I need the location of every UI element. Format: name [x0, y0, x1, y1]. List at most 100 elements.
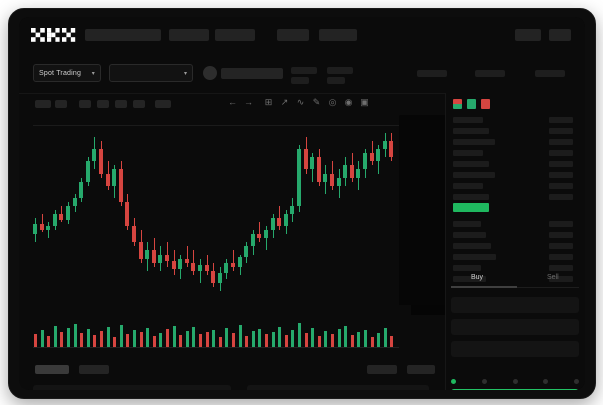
wave-icon[interactable]: ∿: [296, 97, 305, 107]
orderbook-bid-row[interactable]: [453, 232, 486, 238]
timeframe-option-4[interactable]: [97, 100, 109, 108]
volume-bar: [225, 328, 229, 348]
order-price-input[interactable]: [451, 297, 579, 313]
timeframe-option-6[interactable]: [133, 100, 145, 108]
order-total-input[interactable]: [451, 341, 579, 357]
timeframe-option-3[interactable]: [79, 100, 91, 108]
brush-icon[interactable]: ✎: [312, 97, 321, 107]
candle-body: [316, 157, 321, 182]
orderbook-bid-row[interactable]: [453, 254, 496, 260]
orderbook-view-toggle[interactable]: [453, 99, 490, 109]
orderbook-bids-icon[interactable]: [467, 99, 476, 109]
nav-item-2[interactable]: [169, 29, 209, 41]
nav-right-2[interactable]: [549, 29, 571, 41]
candle-wick: [41, 214, 43, 233]
volume-bar: [146, 328, 150, 348]
candle-body: [277, 218, 282, 227]
volume-bar: [390, 336, 394, 348]
cursor-icon[interactable]: ⊞: [264, 97, 273, 107]
candle-wick: [233, 250, 234, 271]
volume-bar: [284, 335, 288, 348]
chart-bottom-tab-2[interactable]: [79, 365, 109, 374]
orderbook-ask-row[interactable]: [453, 183, 483, 189]
orderbook-ask-total: [549, 183, 573, 189]
timeframe-option-1[interactable]: [35, 100, 51, 108]
candle-body: [283, 214, 288, 227]
candle-body: [297, 149, 301, 206]
chart-bottom-tab-active[interactable]: [35, 365, 69, 374]
volume-bar: [364, 330, 367, 348]
orderbook-ask-row[interactable]: [453, 117, 483, 123]
timeframe-option-5[interactable]: [115, 100, 127, 108]
orderbook-ask-total: [549, 150, 573, 156]
orderbook-bid-row[interactable]: [453, 276, 486, 282]
orderbook-bid-row[interactable]: [453, 221, 481, 227]
orderbook-bid-row[interactable]: [453, 243, 491, 249]
slider-dot-2[interactable]: [512, 378, 518, 384]
orderbook-bid-row[interactable]: [453, 265, 481, 271]
volume-bar: [324, 331, 328, 348]
trade-history-panel[interactable]: [247, 385, 429, 390]
tab-buy[interactable]: Buy: [471, 274, 484, 281]
orderbook-ask-row[interactable]: [453, 139, 495, 145]
volume-bar: [185, 331, 189, 348]
orderbook-bid-total: [549, 221, 573, 227]
pair-search-select[interactable]: ▾: [109, 64, 193, 82]
candle-body: [349, 165, 354, 178]
volume-bar: [93, 335, 97, 348]
chart-bottom-tab-3[interactable]: [367, 365, 397, 374]
slider-dot-1[interactable]: [481, 378, 487, 384]
volume-bar: [317, 336, 321, 348]
volume-bar: [80, 333, 84, 348]
magnet-icon[interactable]: ◎: [328, 97, 337, 107]
nav-right-1[interactable]: [515, 29, 541, 41]
orderbook-ask-row[interactable]: [453, 194, 489, 200]
nav-item-4[interactable]: [277, 29, 309, 41]
lock-icon[interactable]: ▣: [360, 97, 369, 107]
nav-item-3[interactable]: [215, 29, 255, 41]
slider-dot-4[interactable]: [574, 378, 579, 384]
orderbook-ask-total: [549, 128, 573, 134]
indicator-button[interactable]: [155, 100, 171, 108]
nav-item-1[interactable]: [85, 29, 161, 41]
candle-body: [198, 264, 202, 271]
order-amount-input[interactable]: [451, 319, 579, 335]
candle-body: [231, 262, 235, 267]
slider-dot-0[interactable]: [451, 378, 456, 384]
volume-bar: [106, 327, 110, 348]
orderbook-both-icon[interactable]: [453, 99, 462, 109]
candle-body: [244, 246, 249, 257]
orderbook-ask-row[interactable]: [453, 172, 495, 178]
candle-body: [145, 250, 150, 259]
price-chart[interactable]: [19, 115, 429, 315]
orderbook-ask-total: [549, 172, 573, 178]
candle-body: [59, 214, 64, 221]
nav-item-5[interactable]: [319, 29, 357, 41]
orderbook-ask-total: [549, 139, 573, 145]
orderbook-asks-icon[interactable]: [481, 99, 490, 109]
redo-icon[interactable]: →: [244, 97, 253, 107]
stat-price-caption: [291, 77, 309, 84]
candle-body: [99, 149, 103, 174]
eye-icon[interactable]: ◉: [344, 97, 353, 107]
submit-order-button[interactable]: [451, 389, 579, 390]
orderbook-bid-total: [549, 232, 573, 238]
amount-slider[interactable]: [451, 377, 579, 385]
stat-price-value: [291, 67, 317, 74]
tab-sell[interactable]: Sell: [547, 274, 559, 281]
candle-body: [92, 149, 97, 162]
timeframe-option-2[interactable]: [55, 100, 67, 108]
volume-bar: [152, 336, 156, 348]
slider-dot-3[interactable]: [543, 378, 549, 384]
open-orders-panel[interactable]: [33, 385, 231, 390]
market-type-select[interactable]: Spot Trading ▾: [33, 64, 101, 82]
orderbook-ask-row[interactable]: [453, 150, 483, 156]
trendline-icon[interactable]: ↗: [280, 97, 289, 107]
orderbook-ask-row[interactable]: [453, 161, 489, 167]
order-form-active-indicator: [451, 286, 517, 288]
orderbook-ask-row[interactable]: [453, 128, 489, 134]
chart-bottom-tab-4[interactable]: [407, 365, 435, 374]
undo-icon[interactable]: ←: [228, 97, 237, 107]
orderbook-bid-total: [549, 243, 573, 249]
okx-logo-icon[interactable]: [31, 28, 77, 42]
